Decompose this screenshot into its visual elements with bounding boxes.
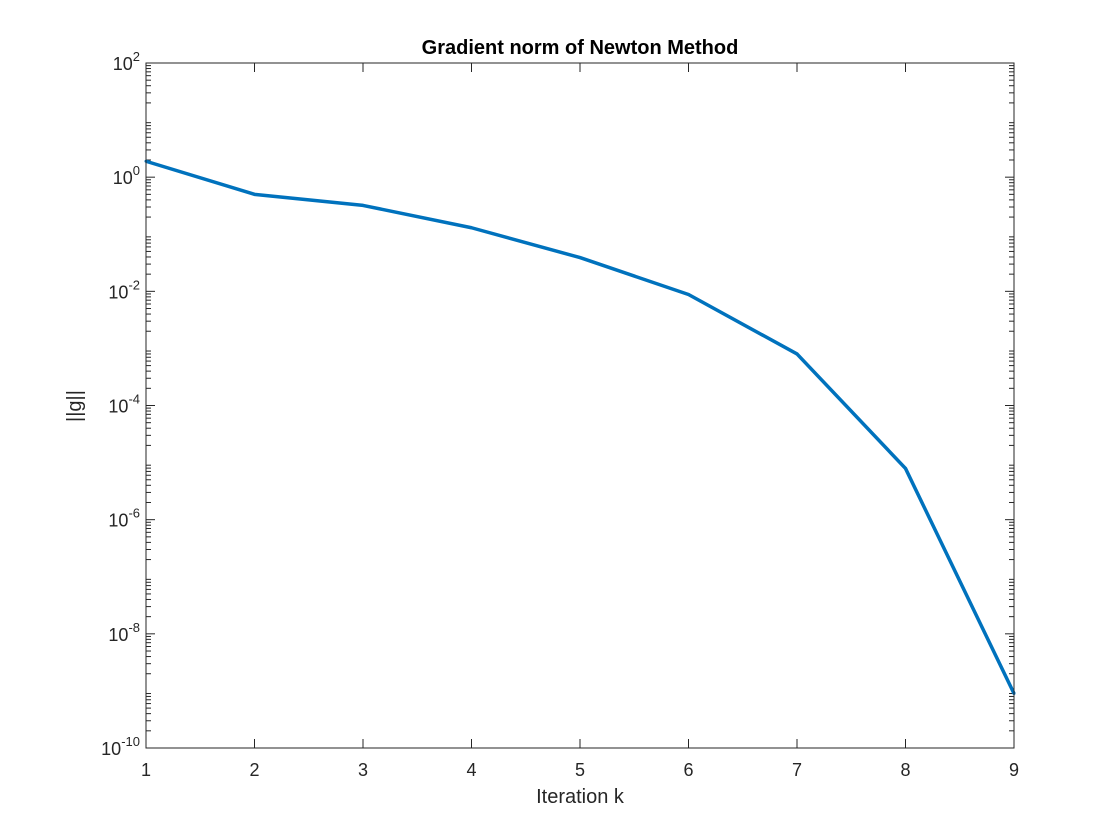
x-axis-label: Iteration k [536,786,625,808]
x-tick-label: 6 [683,760,693,780]
y-tick-exponent: -2 [128,277,140,292]
y-tick-exponent: -8 [128,620,140,635]
y-tick-exponent: -4 [128,392,140,407]
y-tick-exponent: 0 [133,163,140,178]
y-tick-exponent: -10 [121,734,140,749]
data-point [361,203,365,207]
chart-title: Gradient norm of Newton Method [422,37,739,59]
y-tick-label: 10-4 [108,392,140,417]
x-tick-label: 4 [466,760,476,780]
x-tick-label: 7 [792,760,802,780]
x-tick-label: 1 [141,760,151,780]
x-tick-label: 8 [900,760,910,780]
axes-box [145,62,1015,749]
y-axis-label: ||g|| [64,390,86,422]
series-layer [144,159,1016,696]
y-tick-label: 10-2 [108,277,140,302]
plot-area [146,63,1014,748]
minor-ticks [146,65,1014,732]
y-tick-label: 100 [113,163,140,188]
y-tick-label: 102 [113,49,140,74]
y-tick-label: 10-8 [108,620,140,645]
x-tick-label: 2 [249,760,259,780]
x-tick-label: 3 [358,760,368,780]
y-tick-exponent: -6 [128,506,140,521]
x-tick-label: 9 [1009,760,1019,780]
y-tick-exponent: 2 [133,49,140,64]
y-tick-label: 10-6 [108,506,140,531]
data-point [578,256,582,260]
x-tick-label: 5 [575,760,585,780]
data-point [470,226,473,230]
x-tick-labels: 1 2 3 4 5 6 7 8 9 [141,760,1019,780]
data-point [253,192,256,196]
y-tick-labels: 102 100 10-2 10-4 10-6 10-8 10-10 [101,49,140,759]
y-tick-label: 10-10 [101,734,140,759]
data-point [795,352,799,356]
data-point [904,466,907,470]
data-point [687,293,690,296]
